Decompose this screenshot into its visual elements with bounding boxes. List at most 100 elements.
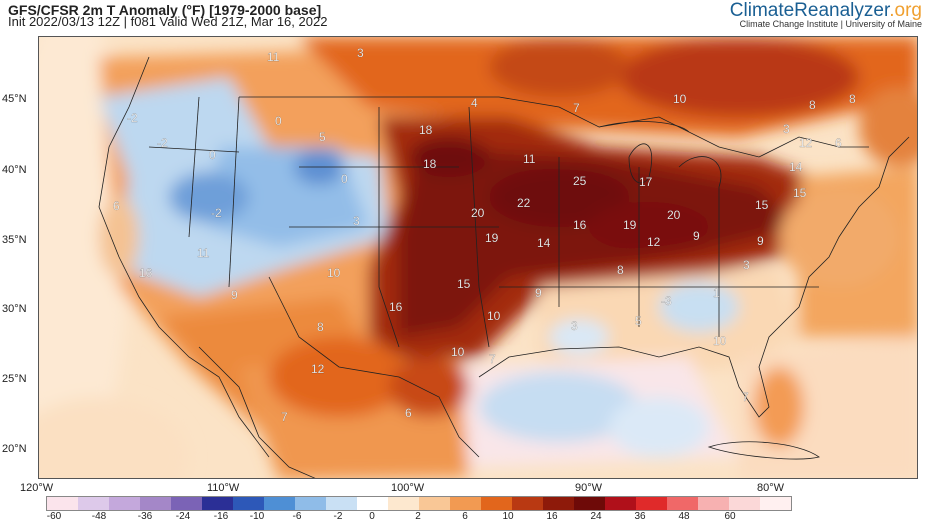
anomaly-value-label: -3 bbox=[661, 294, 672, 308]
colorbar-tick-label: -2 bbox=[333, 511, 343, 522]
colorbar-tick-label: 24 bbox=[590, 511, 602, 522]
anomaly-field bbox=[39, 37, 917, 478]
anomaly-value-label: 0 bbox=[275, 114, 282, 128]
anomaly-value-label: 0 bbox=[341, 172, 348, 186]
anomaly-value-label: 16 bbox=[139, 266, 153, 280]
anomaly-value-label: 9 bbox=[693, 229, 700, 243]
anomaly-value-label: 5 bbox=[319, 130, 326, 144]
lon-label: 80°W bbox=[757, 482, 785, 494]
colorbar-swatch bbox=[357, 497, 388, 510]
anomaly-value-label: -2 bbox=[127, 111, 138, 125]
lon-label: 120°W bbox=[20, 482, 54, 494]
anomaly-value-label: 25 bbox=[573, 174, 587, 188]
anomaly-value-label: 10 bbox=[713, 334, 727, 348]
lon-label: 90°W bbox=[575, 482, 603, 494]
colorbar-tick-label: 0 bbox=[369, 511, 375, 522]
colorbar-tick-label: 16 bbox=[546, 511, 558, 522]
anomaly-value-label: -2 bbox=[157, 136, 168, 150]
colorbar-swatch bbox=[481, 497, 512, 510]
anomaly-map: 11 3 -2 0 -2 0 5 0 4 7 10 8 8 3 12 6 18 18 11 25 17 14 15 6 -2 3 2… bbox=[38, 36, 918, 479]
colorbar-swatch bbox=[636, 497, 667, 510]
colorbar-tick-label: -24 bbox=[175, 511, 191, 522]
colorbar-swatch bbox=[760, 497, 791, 510]
anomaly-value-label: 18 bbox=[423, 157, 437, 171]
colorbar-swatch bbox=[202, 497, 233, 510]
colorbar-swatch bbox=[326, 497, 357, 510]
lat-label: 45°N bbox=[2, 93, 27, 105]
anomaly-value-label: 14 bbox=[789, 160, 803, 174]
lon-label: 110°W bbox=[207, 482, 240, 494]
lat-label: 35°N bbox=[2, 234, 27, 246]
brand-institution: Climate Change Institute | University of… bbox=[739, 19, 922, 29]
colorbar-swatch bbox=[605, 497, 636, 510]
anomaly-value-label: 6 bbox=[835, 136, 842, 150]
anomaly-value-label: 18 bbox=[419, 123, 433, 137]
colorbar-swatch bbox=[419, 497, 450, 510]
colorbar-swatch bbox=[140, 497, 171, 510]
lon-label: 100°W bbox=[391, 482, 425, 494]
colorbar-swatch bbox=[450, 497, 481, 510]
colorbar-swatch bbox=[47, 497, 78, 510]
anomaly-value-label: 8 bbox=[809, 98, 816, 112]
brand-tld: .org bbox=[889, 0, 922, 21]
colorbar-tick-label: 10 bbox=[502, 511, 514, 522]
colorbar-swatch bbox=[574, 497, 605, 510]
anomaly-value-label: 1 bbox=[713, 286, 720, 300]
lat-label: 40°N bbox=[2, 164, 27, 176]
anomaly-value-label: -2 bbox=[211, 206, 222, 220]
colorbar-swatch bbox=[171, 497, 202, 510]
colorbar-tick-label: -16 bbox=[213, 511, 229, 522]
colorbar-swatch bbox=[264, 497, 295, 510]
anomaly-value-label: 19 bbox=[623, 218, 637, 232]
anomaly-value-label: 3 bbox=[743, 258, 750, 272]
anomaly-value-label: 20 bbox=[471, 206, 485, 220]
colorbar-swatch bbox=[109, 497, 140, 510]
colorbar-swatch bbox=[543, 497, 574, 510]
anomaly-value-label: 9 bbox=[535, 286, 542, 300]
colorbar-swatch bbox=[78, 497, 109, 510]
anomaly-value-label: 15 bbox=[755, 198, 769, 212]
colorbar-swatch bbox=[729, 497, 760, 510]
anomaly-value-label: 7 bbox=[281, 410, 288, 424]
colorbar-swatch bbox=[698, 497, 729, 510]
colorbar-tick-label: 60 bbox=[724, 511, 736, 522]
anomaly-value-label: 12 bbox=[799, 136, 813, 150]
anomaly-value-label: 3 bbox=[357, 46, 364, 60]
anomaly-value-label: 0 bbox=[209, 148, 216, 162]
anomaly-value-label: 12 bbox=[311, 362, 325, 376]
anomaly-value-label: 9 bbox=[757, 234, 764, 248]
anomaly-value-label: 19 bbox=[485, 231, 499, 245]
anomaly-value-label: 15 bbox=[793, 186, 807, 200]
brand-logo[interactable]: ClimateReanalyzer.org bbox=[730, 0, 922, 22]
lat-label: 30°N bbox=[2, 303, 27, 315]
anomaly-value-label: 6 bbox=[405, 406, 412, 420]
anomaly-value-label: 7 bbox=[489, 352, 496, 366]
anomaly-value-label: 5 bbox=[635, 314, 642, 328]
anomaly-value-label: 10 bbox=[451, 345, 465, 359]
lat-label: 25°N bbox=[2, 373, 27, 385]
colorbar bbox=[46, 496, 792, 511]
colorbar-swatch bbox=[388, 497, 419, 510]
anomaly-value-label: 7 bbox=[573, 101, 580, 115]
colorbar-swatch bbox=[512, 497, 543, 510]
anomaly-value-label: 15 bbox=[457, 277, 471, 291]
colorbar-tick-label: 2 bbox=[415, 511, 421, 522]
lat-label: 20°N bbox=[2, 443, 27, 455]
colorbar-tick-label: 6 bbox=[462, 511, 468, 522]
anomaly-value-label: 20 bbox=[667, 208, 681, 222]
anomaly-value-label: 10 bbox=[673, 92, 687, 106]
chart-subtitle: Init 2022/03/13 12Z | f081 Valid Wed 21Z… bbox=[8, 14, 328, 29]
anomaly-value-label: 10 bbox=[487, 309, 501, 323]
brand-name: ClimateReanalyzer bbox=[729, 0, 890, 21]
anomaly-value-label: 8 bbox=[317, 320, 324, 334]
anomaly-value-label: 8 bbox=[617, 263, 624, 277]
colorbar-swatch bbox=[233, 497, 264, 510]
anomaly-value-label: 3 bbox=[353, 214, 360, 228]
anomaly-value-label: 16 bbox=[573, 218, 587, 232]
colorbar-swatch bbox=[295, 497, 326, 510]
colorbar-swatch bbox=[667, 497, 698, 510]
colorbar-tick-label: -10 bbox=[249, 511, 265, 522]
anomaly-value-label: 11 bbox=[197, 246, 210, 260]
